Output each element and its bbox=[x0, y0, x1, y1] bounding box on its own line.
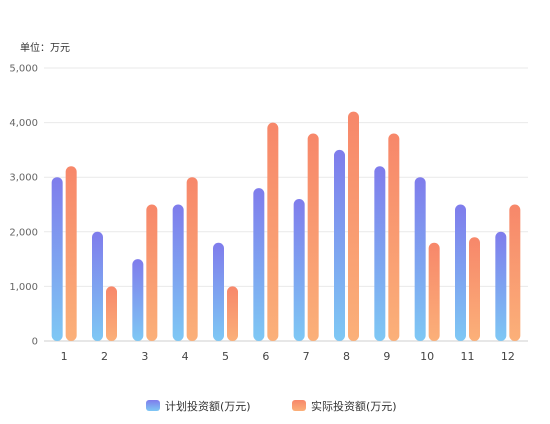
bars bbox=[51, 111, 521, 342]
x-tick-label: 2 bbox=[101, 350, 108, 363]
x-tick-label: 12 bbox=[501, 350, 515, 363]
bar-planned-7[interactable] bbox=[293, 199, 305, 341]
bar-planned-12[interactable] bbox=[495, 231, 507, 341]
x-tick-label: 10 bbox=[420, 350, 434, 363]
legend-label: 计划投资额(万元) bbox=[165, 399, 251, 413]
bar-actual-8[interactable] bbox=[348, 111, 359, 342]
bar-actual-11[interactable] bbox=[469, 237, 480, 341]
x-tick-label: 1 bbox=[61, 350, 68, 363]
unit-label: 单位：万元 bbox=[20, 41, 70, 54]
bar-actual-10[interactable] bbox=[428, 242, 440, 341]
bar-planned-5[interactable] bbox=[213, 242, 224, 341]
bar-actual-4[interactable] bbox=[186, 177, 198, 341]
grid-lines bbox=[44, 67, 528, 342]
y-tick-label: 2,000 bbox=[9, 227, 38, 238]
y-tick-label: 1,000 bbox=[9, 282, 38, 293]
legend-label: 实际投资额(万元) bbox=[311, 399, 397, 413]
legend[interactable]: 计划投资额(万元) 实际投资额(万元) bbox=[146, 399, 397, 413]
bar-actual-2[interactable] bbox=[106, 286, 117, 341]
x-tick-label: 11 bbox=[461, 350, 475, 363]
x-axis-ticks: 1 2 3 4 5 6 7 8 9 10 11 12 bbox=[61, 350, 515, 363]
y-tick-label: 0 bbox=[32, 337, 38, 348]
x-tick-label: 8 bbox=[343, 350, 350, 363]
y-tick-label: 3,000 bbox=[9, 173, 38, 184]
legend-swatch bbox=[146, 400, 160, 411]
y-tick-label: 4,000 bbox=[9, 118, 38, 129]
x-tick-label: 3 bbox=[141, 350, 148, 363]
y-tick-label: 5,000 bbox=[9, 64, 38, 75]
legend-item-planned[interactable]: 计划投资额(万元) bbox=[146, 399, 251, 413]
x-tick-label: 9 bbox=[383, 350, 390, 363]
bar-planned-4[interactable] bbox=[172, 204, 184, 342]
x-tick-label: 5 bbox=[222, 350, 229, 363]
bar-actual-3[interactable] bbox=[146, 204, 158, 342]
bar-planned-3[interactable] bbox=[132, 259, 144, 341]
legend-swatch bbox=[292, 400, 306, 411]
bar-planned-11[interactable] bbox=[455, 204, 466, 342]
x-tick-label: 6 bbox=[262, 350, 269, 363]
bar-planned-8[interactable] bbox=[334, 149, 345, 341]
x-tick-label: 4 bbox=[182, 350, 189, 363]
bar-planned-10[interactable] bbox=[414, 177, 426, 341]
bar-actual-9[interactable] bbox=[388, 133, 400, 341]
bar-planned-9[interactable] bbox=[374, 166, 386, 341]
bar-planned-1[interactable] bbox=[51, 177, 63, 341]
bar-planned-2[interactable] bbox=[92, 231, 103, 341]
bar-actual-5[interactable] bbox=[227, 286, 238, 341]
bar-actual-1[interactable] bbox=[65, 166, 77, 341]
bar-planned-6[interactable] bbox=[253, 188, 265, 341]
bar-actual-7[interactable] bbox=[307, 133, 319, 341]
x-tick-label: 7 bbox=[303, 350, 310, 363]
bar-actual-6[interactable] bbox=[267, 122, 279, 341]
bar-actual-12[interactable] bbox=[509, 204, 521, 342]
y-axis-ticks: 0 1,000 2,000 3,000 4,000 5,000 bbox=[9, 64, 38, 348]
legend-item-actual[interactable]: 实际投资额(万元) bbox=[292, 399, 397, 413]
